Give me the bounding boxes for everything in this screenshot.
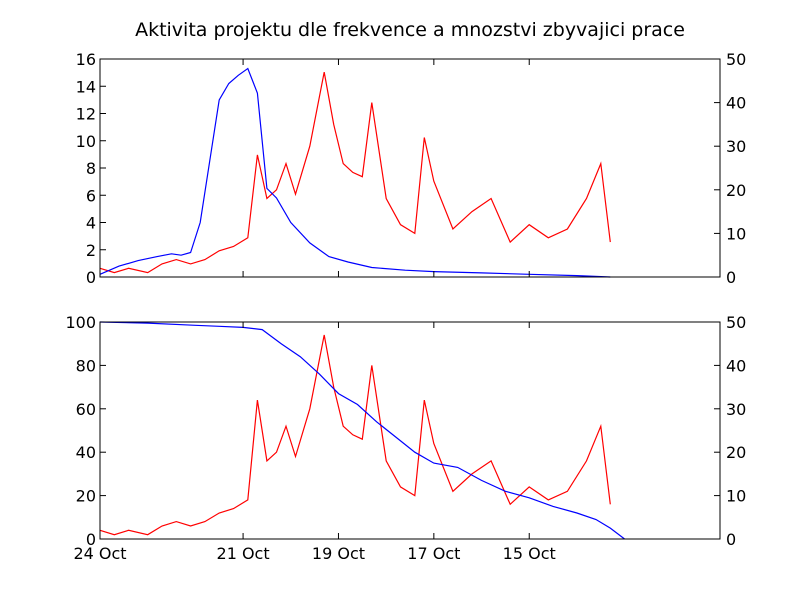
bottom-series-line-red [99,334,611,536]
top-series-group [99,67,611,278]
bottom-right-tick-label: 10 [726,487,746,506]
top-left-tick-label: 10 [76,132,96,151]
bottom-right-tick-label: 40 [726,356,746,375]
chart-title: Aktivita projektu dle frekvence a mnozst… [135,19,685,41]
top-axis-ticks: 0 2 4 6 8 10 12 14 16 0 10 20 30 40 50 [76,50,747,287]
x-tick-label: 17 Oct [407,544,460,563]
top-left-tick-label: 2 [86,241,96,260]
top-right-tick-label: 40 [726,94,746,113]
top-series-line-blue [99,67,611,278]
x-tick-label: 15 Oct [503,544,556,563]
top-left-tick-label: 8 [86,159,96,178]
top-right-tick-label: 0 [726,268,736,287]
bottom-left-tick-label: 100 [65,313,96,332]
bottom-chart-panel: 0 20 40 60 80 100 0 10 20 30 40 50 24 Oct 21 Oct 19 Oc… [65,313,746,563]
bottom-series-group [99,321,625,540]
bottom-right-tick-label: 20 [726,443,746,462]
top-series-line-red [99,71,611,274]
bottom-plot-frame [99,321,721,540]
bottom-axis-ticks: 0 20 40 60 80 100 0 10 20 30 40 50 24 Oct 21 Oct 19 Oc… [65,313,746,563]
bottom-right-tick-label: 0 [726,530,736,549]
bottom-right-tick-label: 50 [726,313,746,332]
bottom-left-tick-label: 0 [86,530,96,549]
top-chart-panel: 0 2 4 6 8 10 12 14 16 0 10 20 30 40 50 [76,50,747,287]
bottom-left-tick-label: 20 [76,487,96,506]
bottom-left-tick-label: 40 [76,443,96,462]
bottom-left-tick-label: 60 [76,400,96,419]
x-tick-label: 19 Oct [312,544,365,563]
top-left-tick-label: 4 [86,214,96,233]
bottom-left-tick-label: 80 [76,356,96,375]
top-right-tick-label: 30 [726,137,746,156]
top-right-tick-label: 20 [726,181,746,200]
bottom-series-line-blue [99,321,625,540]
top-right-tick-label: 50 [726,50,746,69]
top-left-tick-label: 0 [86,268,96,287]
top-left-tick-label: 16 [76,50,96,69]
bottom-right-tick-label: 30 [726,400,746,419]
top-left-tick-label: 6 [86,186,96,205]
x-tick-label: 21 Oct [217,544,270,563]
top-left-tick-label: 12 [76,105,96,124]
top-right-tick-label: 10 [726,224,746,243]
x-tick-label: 24 Oct [73,544,126,563]
top-left-tick-label: 14 [76,77,96,96]
